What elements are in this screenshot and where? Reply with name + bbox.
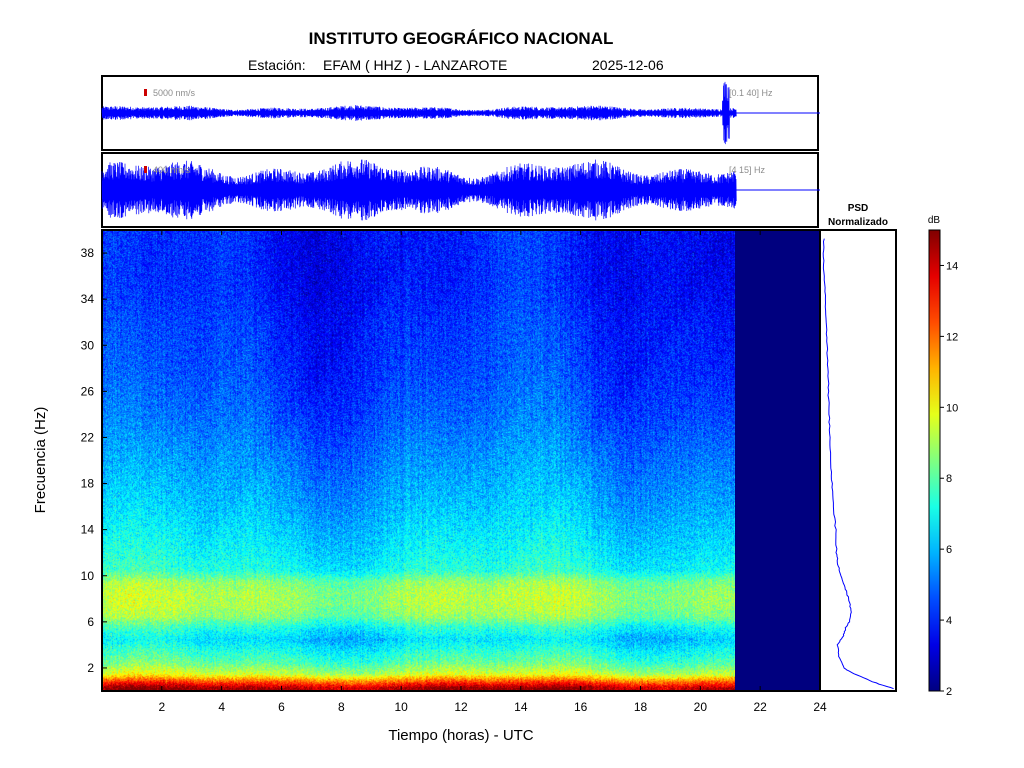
colorbar-label: dB <box>928 215 941 226</box>
colorbar-tick-label: 14 <box>946 260 958 272</box>
date-label: 2025-12-06 <box>592 57 664 73</box>
trace-waveform <box>101 81 737 145</box>
colorbar-tick-label: 6 <box>946 544 952 556</box>
psd-title-line2: Normalizado <box>828 217 888 228</box>
y-tick-label: 6 <box>87 615 94 629</box>
trace-waveform <box>101 159 737 221</box>
psd-line <box>822 238 894 690</box>
psd-curve <box>822 238 894 690</box>
x-tick-label: 22 <box>753 700 767 714</box>
y-axis-label: Frecuencia (Hz) <box>32 407 49 514</box>
x-tick-label: 2 <box>158 700 165 714</box>
colorbar <box>928 229 941 692</box>
psd-title-line1: PSD <box>848 203 869 214</box>
scale-bar-marker <box>144 89 147 96</box>
filtered-scale-label: 400 nm/s <box>153 165 191 175</box>
x-tick-label: 8 <box>338 700 345 714</box>
colorbar-tick-label: 10 <box>946 402 958 414</box>
figure-title: INSTITUTO GEOGRÁFICO NACIONAL <box>309 29 614 48</box>
x-tick-label: 6 <box>278 700 285 714</box>
x-tick-label: 20 <box>694 700 708 714</box>
y-tick-label: 22 <box>81 430 95 444</box>
spectrogram-heatmap <box>102 230 820 691</box>
x-tick-label: 10 <box>394 700 408 714</box>
y-tick-label: 34 <box>81 292 95 306</box>
x-tick-label: 12 <box>454 700 468 714</box>
y-tick-label: 38 <box>81 246 95 260</box>
x-tick-label: 18 <box>634 700 648 714</box>
x-tick-label: 16 <box>574 700 588 714</box>
broadband-band-label: [0.1 40] Hz <box>729 88 773 98</box>
scale-bar-marker <box>144 166 147 173</box>
y-tick-label: 18 <box>81 477 95 491</box>
colorbar-tick-label: 8 <box>946 473 952 485</box>
y-tick-label: 14 <box>81 523 95 537</box>
broadband-seismogram <box>101 81 820 145</box>
y-tick-label: 30 <box>81 338 95 352</box>
filtered-seismogram <box>101 159 820 221</box>
y-tick-label: 26 <box>81 384 95 398</box>
x-tick-label: 14 <box>514 700 528 714</box>
colorbar-tick-label: 2 <box>946 686 952 698</box>
y-tick-label: 10 <box>81 569 95 583</box>
no-data-region <box>735 230 820 691</box>
station-name: EFAM ( HHZ ) - LANZAROTE <box>323 57 507 73</box>
filtered-band-label: [4 15] Hz <box>729 165 766 175</box>
station-label: Estación: <box>248 57 306 73</box>
spectrogram-image <box>102 230 820 691</box>
colorbar-tick-label: 12 <box>946 331 958 343</box>
x-tick-label: 4 <box>218 700 225 714</box>
x-tick-label: 24 <box>813 700 827 714</box>
broadband-scale-label: 5000 nm/s <box>153 88 196 98</box>
colorbar-ticks: 2 4 6 8 10 12 14 <box>940 260 958 698</box>
colorbar-tick-label: 4 <box>946 615 952 627</box>
x-axis-label: Tiempo (horas) - UTC <box>388 727 533 744</box>
psd-frame <box>819 229 897 692</box>
y-tick-label: 2 <box>87 661 94 675</box>
